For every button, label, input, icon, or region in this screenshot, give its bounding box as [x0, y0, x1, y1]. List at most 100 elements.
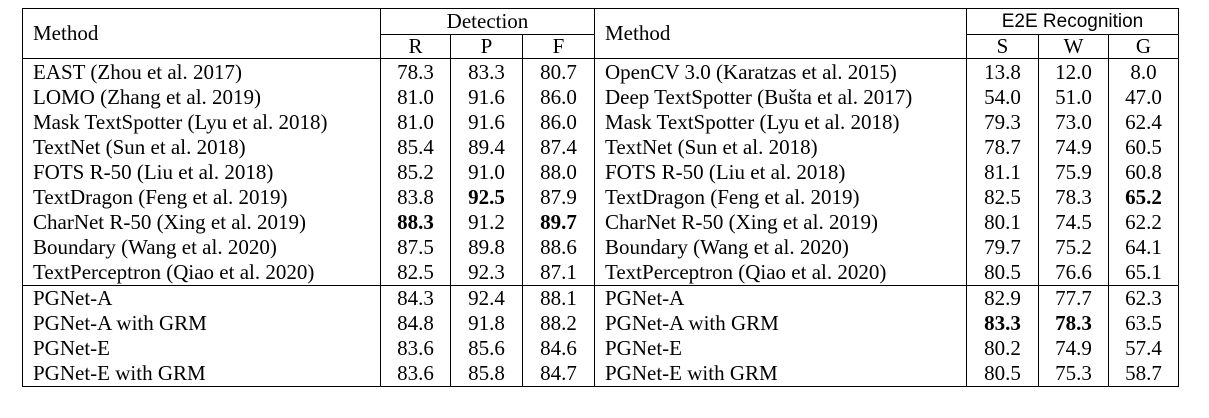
value-cell: 88.3: [380, 210, 451, 235]
method-cell: PGNet-E: [22, 336, 381, 361]
method-cell: PGNet-E with GRM: [22, 361, 381, 387]
value-cell: 63.5: [1108, 311, 1179, 336]
value-cell: 80.5: [966, 260, 1039, 286]
value-cell: 88.6: [522, 235, 595, 260]
method-cell: PGNet-E with GRM: [594, 361, 967, 387]
value-cell: 80.5: [966, 361, 1039, 387]
table-row: TextPerceptron (Qiao et al. 2020) 82.5 92.…: [22, 260, 1179, 286]
value-cell: 92.4: [450, 285, 523, 311]
table-row: Boundary (Wang et al. 2020) 87.5 89.8 88.6 B…: [22, 235, 1179, 260]
value-cell: 86.0: [522, 110, 595, 135]
method-cell: PGNet-A: [594, 285, 967, 311]
value-cell: 60.5: [1108, 135, 1179, 160]
table-row: FOTS R-50 (Liu et al. 2018) 85.2 91.0 88.0 F…: [22, 160, 1179, 185]
value-cell: 87.9: [522, 185, 595, 210]
value-cell: 92.3: [450, 260, 523, 286]
value-cell: 84.7: [522, 361, 595, 387]
value-cell: 62.3: [1108, 285, 1179, 311]
value-cell: 12.0: [1038, 58, 1109, 85]
table-row: PGNet-A with GRM 84.8 91.8 88.2 PGNet-A with…: [22, 311, 1179, 336]
value-cell: 89.4: [450, 135, 523, 160]
method-cell: Mask TextSpotter (Lyu et al. 2018): [594, 110, 967, 135]
value-cell: 51.0: [1038, 85, 1109, 110]
method-cell: Deep TextSpotter (Bušta et al. 2017): [594, 85, 967, 110]
value-cell: 80.2: [966, 336, 1039, 361]
value-cell: 91.8: [450, 311, 523, 336]
value-cell: 85.8: [450, 361, 523, 387]
value-cell: 82.5: [966, 185, 1039, 210]
value-cell: 78.7: [966, 135, 1039, 160]
table-row: CharNet R-50 (Xing et al. 2019) 88.3 91.2 8…: [22, 210, 1179, 235]
value-cell: 77.7: [1038, 285, 1109, 311]
value-cell: 89.8: [450, 235, 523, 260]
method-cell: PGNet-A with GRM: [594, 311, 967, 336]
method-cell: TextPerceptron (Qiao et al. 2020): [22, 260, 381, 286]
method-cell: PGNet-A with GRM: [22, 311, 381, 336]
value-cell: 84.8: [380, 311, 451, 336]
method-cell: Boundary (Wang et al. 2020): [22, 235, 381, 260]
value-cell: 92.5: [450, 185, 523, 210]
value-cell: 91.2: [450, 210, 523, 235]
value-cell: 80.1: [966, 210, 1039, 235]
table-row: PGNet-E with GRM 83.6 85.8 84.7 PGNet-E with…: [22, 361, 1179, 387]
value-cell: 82.5: [380, 260, 451, 286]
value-cell: 74.9: [1038, 135, 1109, 160]
table-row: LOMO (Zhang et al. 2019) 81.0 91.6 86.0 Deep…: [22, 85, 1179, 110]
column-header: R: [380, 34, 451, 59]
table-row: TextNet (Sun et al. 2018) 85.4 89.4 87.4 Tex…: [22, 135, 1179, 160]
value-cell: 62.2: [1108, 210, 1179, 235]
value-cell: 83.3: [450, 58, 523, 85]
table-row: PGNet-A 84.3 92.4 88.1 PGNet-A 82.9 77.7 62.3: [22, 285, 1179, 311]
method-cell: PGNet-E: [594, 336, 967, 361]
method-cell: Boundary (Wang et al. 2020): [594, 235, 967, 260]
value-cell: 73.0: [1038, 110, 1109, 135]
value-cell: 74.5: [1038, 210, 1109, 235]
method-cell: FOTS R-50 (Liu et al. 2018): [594, 160, 967, 185]
value-cell: 86.0: [522, 85, 595, 110]
table-body: EAST (Zhou et al. 2017) 78.3 83.3 80.7 OpenC…: [22, 58, 1179, 387]
value-cell: 78.3: [380, 58, 451, 85]
method-cell: OpenCV 3.0 (Karatzas et al. 2015): [594, 58, 967, 85]
method-cell: CharNet R-50 (Xing et al. 2019): [22, 210, 381, 235]
table-row: EAST (Zhou et al. 2017) 78.3 83.3 80.7 OpenC…: [22, 58, 1179, 85]
value-cell: 58.7: [1108, 361, 1179, 387]
value-cell: 76.6: [1038, 260, 1109, 286]
table-row: PGNet-E 83.6 85.6 84.6 PGNet-E 80.2 74.9 57.4: [22, 336, 1179, 361]
value-cell: 64.1: [1108, 235, 1179, 260]
value-cell: 74.9: [1038, 336, 1109, 361]
value-cell: 65.1: [1108, 260, 1179, 286]
value-cell: 80.7: [522, 58, 595, 85]
method-cell: Mask TextSpotter (Lyu et al. 2018): [22, 110, 381, 135]
value-cell: 62.4: [1108, 110, 1179, 135]
method-header: Method: [22, 8, 381, 59]
method-cell: LOMO (Zhang et al. 2019): [22, 85, 381, 110]
value-cell: 60.8: [1108, 160, 1179, 185]
value-cell: 88.2: [522, 311, 595, 336]
value-cell: 85.4: [380, 135, 451, 160]
value-cell: 83.3: [966, 311, 1039, 336]
method-cell: TextPerceptron (Qiao et al. 2020): [594, 260, 967, 286]
value-cell: 65.2: [1108, 185, 1179, 210]
value-cell: 84.6: [522, 336, 595, 361]
value-cell: 87.1: [522, 260, 595, 286]
value-cell: 87.5: [380, 235, 451, 260]
value-cell: 88.0: [522, 160, 595, 185]
column-header: P: [450, 34, 523, 59]
value-cell: 82.9: [966, 285, 1039, 311]
column-header: W: [1038, 34, 1109, 59]
value-cell: 78.3: [1038, 185, 1109, 210]
method-cell: TextDragon (Feng et al. 2019): [22, 185, 381, 210]
value-cell: 13.8: [966, 58, 1039, 85]
table-row: Mask TextSpotter (Lyu et al. 2018) 81.0 91…: [22, 110, 1179, 135]
value-cell: 79.3: [966, 110, 1039, 135]
value-cell: 57.4: [1108, 336, 1179, 361]
method-header: Method: [594, 8, 967, 59]
value-cell: 89.7: [522, 210, 595, 235]
value-cell: 81.0: [380, 110, 451, 135]
method-cell: TextNet (Sun et al. 2018): [594, 135, 967, 160]
value-cell: 87.4: [522, 135, 595, 160]
method-cell: TextDragon (Feng et al. 2019): [594, 185, 967, 210]
group-header: Detection: [380, 8, 595, 35]
value-cell: 91.6: [450, 85, 523, 110]
